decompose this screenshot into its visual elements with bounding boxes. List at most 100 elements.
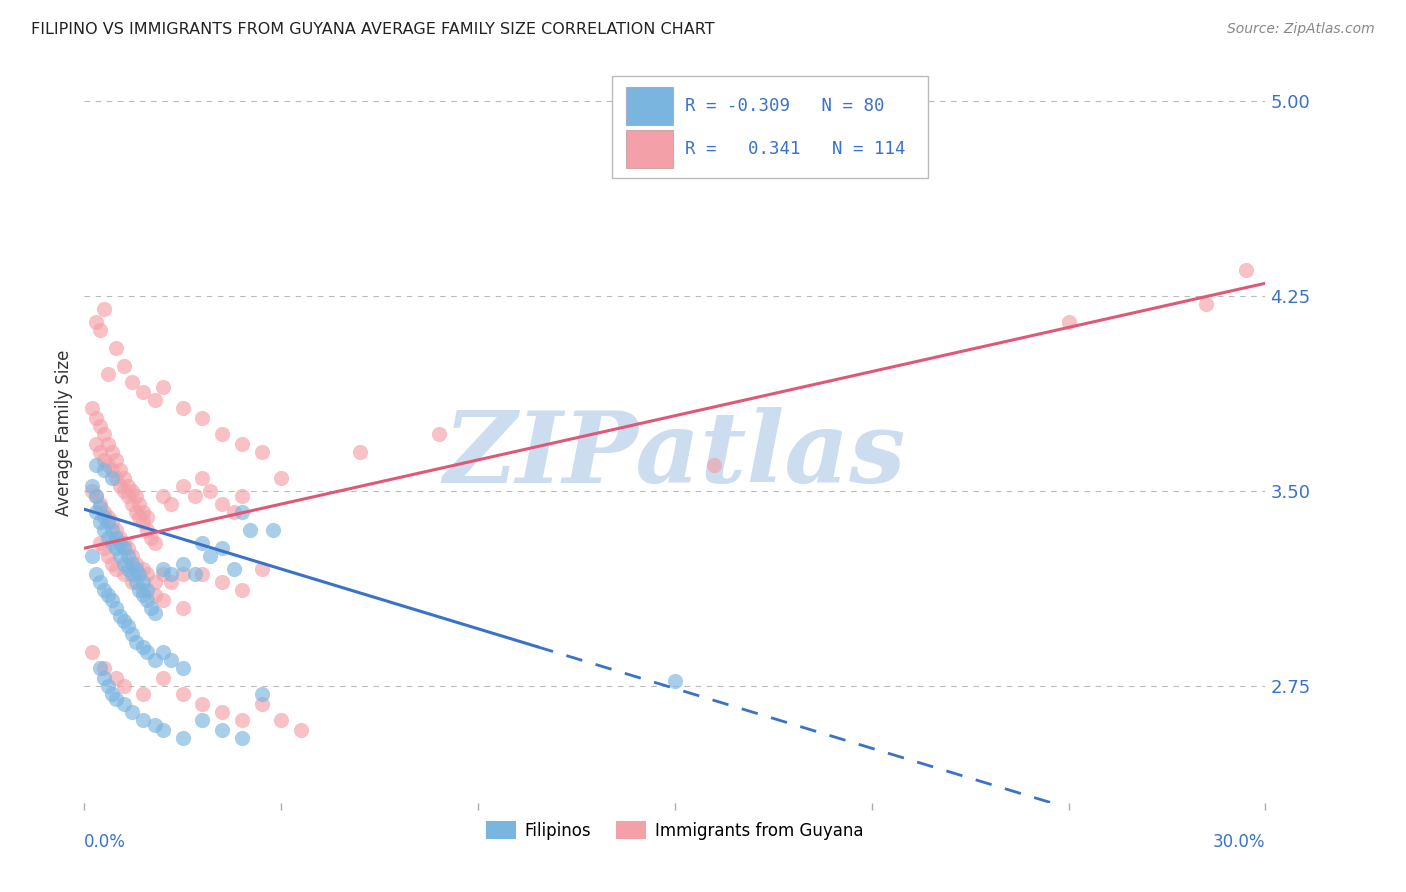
Point [97, 588, 120, 602]
Point [152, 723, 174, 737]
Point [132, 562, 155, 576]
Point [89, 536, 111, 550]
Point [121, 497, 143, 511]
Point [231, 437, 253, 451]
Y-axis label: Average Family Size: Average Family Size [55, 350, 73, 516]
Point [121, 557, 143, 571]
Point [84, 458, 107, 472]
Point [121, 484, 143, 499]
Point [183, 567, 205, 582]
Point [152, 489, 174, 503]
Point [132, 687, 155, 701]
Point [112, 541, 135, 556]
Point [93, 302, 115, 317]
Point [231, 505, 253, 519]
Point [93, 463, 115, 477]
Point [97, 510, 120, 524]
Point [152, 562, 174, 576]
Point [108, 608, 131, 623]
Point [89, 515, 111, 529]
Point [172, 567, 194, 582]
Point [349, 445, 371, 459]
Point [108, 536, 131, 550]
Point [82, 479, 104, 493]
Point [172, 687, 194, 701]
Point [183, 489, 205, 503]
Point [124, 574, 146, 589]
Point [132, 574, 155, 589]
Point [101, 523, 124, 537]
Point [89, 574, 111, 589]
Point [97, 679, 120, 693]
Point [121, 627, 143, 641]
Point [89, 419, 111, 434]
Point [104, 453, 127, 467]
Text: ZIPatlas: ZIPatlas [444, 407, 905, 503]
Point [132, 515, 155, 529]
Point [104, 562, 127, 576]
Point [104, 692, 127, 706]
Point [97, 367, 120, 381]
Text: 0.0%: 0.0% [84, 833, 127, 851]
Point [703, 458, 725, 472]
Point [211, 426, 233, 441]
Point [97, 458, 120, 472]
Point [84, 489, 107, 503]
Point [160, 574, 183, 589]
Point [108, 479, 131, 493]
Point [93, 661, 115, 675]
Point [82, 549, 104, 563]
Text: Source: ZipAtlas.com: Source: ZipAtlas.com [1227, 22, 1375, 37]
Point [132, 713, 155, 727]
Point [112, 697, 135, 711]
Point [84, 437, 107, 451]
Point [160, 567, 183, 582]
Point [136, 593, 159, 607]
Point [191, 697, 214, 711]
Point [121, 549, 143, 563]
Point [101, 687, 124, 701]
Point [211, 723, 233, 737]
Point [231, 582, 253, 597]
Point [172, 479, 194, 493]
Point [89, 661, 111, 675]
Text: 30.0%: 30.0% [1213, 833, 1265, 851]
Point [132, 582, 155, 597]
Point [82, 484, 104, 499]
Point [231, 489, 253, 503]
Point [141, 601, 163, 615]
Point [128, 510, 150, 524]
Point [191, 567, 214, 582]
Point [93, 671, 115, 685]
Point [172, 661, 194, 675]
Legend: Filipinos, Immigrants from Guyana: Filipinos, Immigrants from Guyana [479, 814, 870, 847]
Point [124, 505, 146, 519]
Point [97, 515, 120, 529]
Point [112, 557, 135, 571]
Point [112, 679, 135, 693]
Point [211, 497, 233, 511]
Point [104, 541, 127, 556]
Point [82, 401, 104, 415]
Point [89, 323, 111, 337]
Point [200, 484, 222, 499]
Point [117, 549, 139, 563]
Point [250, 562, 273, 576]
Point [211, 541, 233, 556]
Point [143, 653, 166, 667]
Point [93, 453, 115, 467]
Point [82, 645, 104, 659]
Point [128, 582, 150, 597]
Point [112, 484, 135, 499]
Point [132, 385, 155, 400]
Point [191, 713, 214, 727]
Point [117, 541, 139, 556]
Point [104, 671, 127, 685]
Point [143, 606, 166, 620]
Point [128, 497, 150, 511]
Point [93, 582, 115, 597]
Point [84, 411, 107, 425]
Point [121, 574, 143, 589]
Point [152, 593, 174, 607]
Point [1057, 315, 1080, 329]
